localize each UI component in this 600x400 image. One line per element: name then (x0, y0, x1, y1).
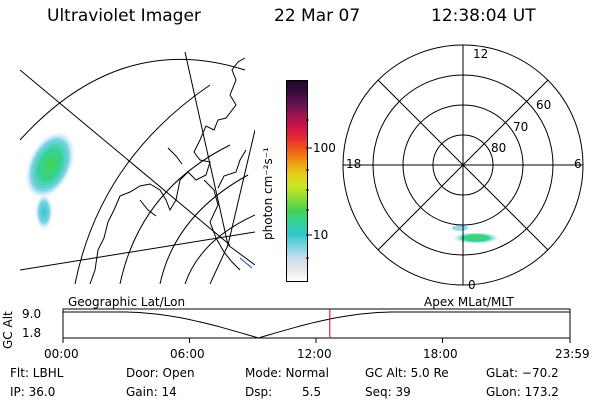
aurora-emission (24, 131, 76, 199)
mlt-label-6: 6 (574, 157, 582, 171)
time-tick-4: 23:59 (555, 347, 590, 361)
timeline-left-title: Geographic Lat/Lon (68, 295, 186, 309)
time-tick-1: 06:00 (170, 347, 205, 361)
glon-label: GLon: 173.2 (486, 385, 559, 399)
dsp-value: 5.5 (302, 385, 322, 399)
mode-label: Mode: Normal (245, 366, 329, 380)
instrument-title: Ultraviolet Imager (47, 6, 201, 26)
timeline-right-title: Apex MLat/MLT (424, 295, 514, 309)
lat-label-70: 70 (513, 120, 529, 134)
time-label: 12:38:04 UT (431, 6, 536, 26)
gc-alt-label: GC Alt: 5.0 Re (365, 366, 449, 380)
mlt-label-0: 0 (468, 278, 476, 292)
aurora-emission (452, 232, 500, 244)
date-label: 22 Mar 07 (274, 6, 361, 26)
gain-label: Gain: 14 (126, 385, 177, 399)
alt-bottom-label: 1.8 (22, 326, 42, 340)
timeline-frame (62, 308, 571, 339)
seq-label: Seq: 39 (365, 385, 411, 399)
mlt-label-12: 12 (473, 47, 489, 61)
aurora-emission (452, 225, 468, 231)
door-label: Door: Open (126, 366, 195, 380)
time-tick-2: 12:00 (297, 347, 332, 361)
mlt-label-18: 18 (346, 157, 362, 171)
ip-label: IP: 36.0 (10, 385, 56, 399)
colorbar-tick-10: 10 (313, 228, 329, 242)
time-tick-0: 00:00 (44, 347, 79, 361)
aurora-emission (35, 194, 53, 230)
dsp-label: Dsp: (245, 385, 273, 399)
alt-top-label: 9.0 (22, 307, 42, 321)
lat-label-80: 80 (491, 141, 507, 155)
altitude-curve (63, 311, 570, 339)
colorbar-tick-100: 100 (313, 141, 336, 155)
colorbar (286, 80, 308, 282)
time-tick-3: 18:00 (423, 347, 458, 361)
glat-label: GLat: −70.2 (486, 366, 559, 380)
lat-label-60: 60 (536, 98, 552, 112)
flt-label: Flt: LBHL (10, 366, 64, 380)
